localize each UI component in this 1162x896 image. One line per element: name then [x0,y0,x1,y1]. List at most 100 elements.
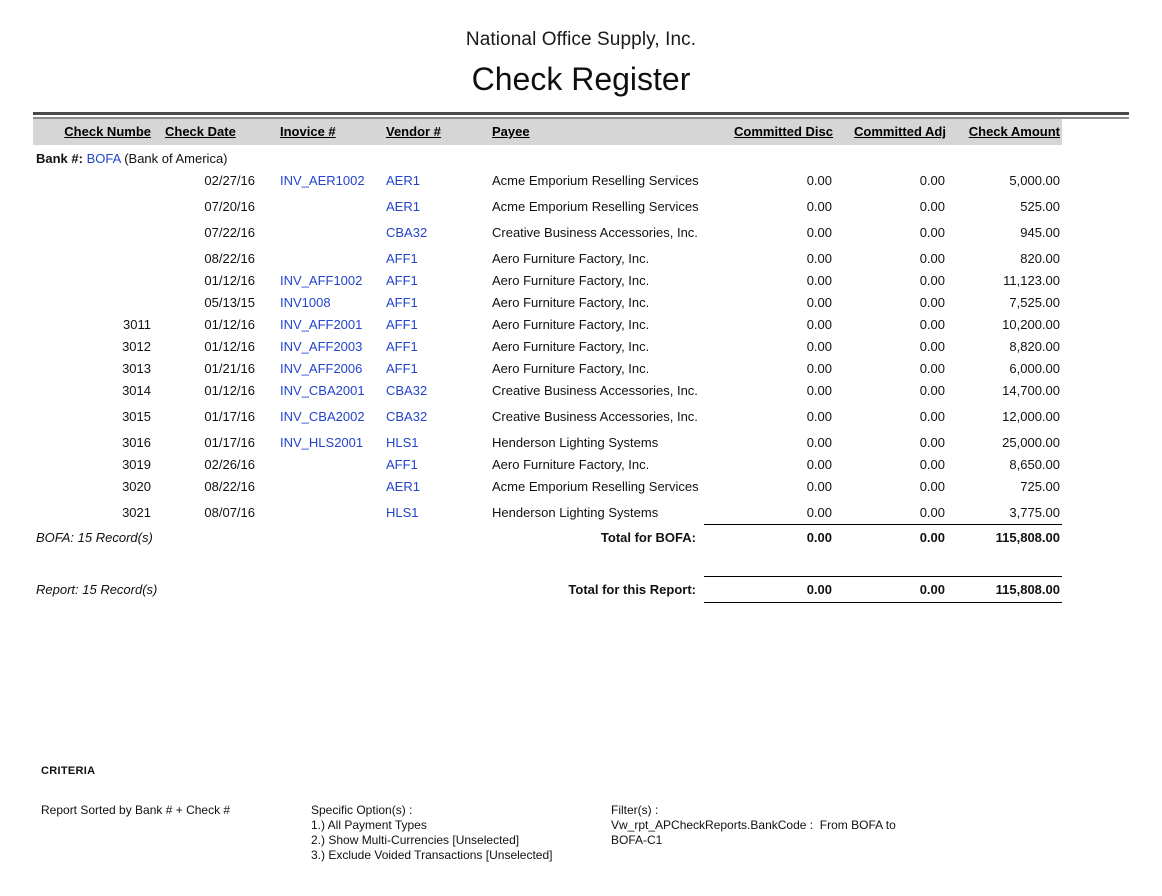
rule-thick [33,112,1129,115]
column-header-committed-disc[interactable]: Committed Disc [704,119,834,145]
report-total-label: Total for this Report: [568,581,696,597]
bank-subtotal-spacer [1062,525,1129,551]
cell-check-amount: 5,000.00 [1009,173,1060,188]
criteria-options-column: Specific Option(s) : 1.) All Payment Typ… [311,803,611,863]
company-name: National Office Supply, Inc. [465,29,697,50]
cell-check-number [33,292,153,314]
cell-vendor[interactable]: AER1 [386,173,420,188]
cell-committed-adj: 0.00 [919,409,945,424]
cell-vendor[interactable]: HLS1 [386,435,419,450]
cell-vendor[interactable]: CBA32 [386,409,428,424]
cell-payee: Aero Furniture Factory, Inc. [492,295,650,310]
cell-committed-adj: 0.00 [919,199,945,214]
cell-check-amount: 6,000.00 [1009,361,1060,376]
cell-vendor[interactable]: CBA32 [386,383,428,398]
criteria-sort-column: Report Sorted by Bank # + Check # [41,803,311,863]
column-header-payee[interactable]: Payee [479,119,704,145]
cell-invoice [271,502,379,525]
cell-vendor[interactable]: AFF1 [386,361,418,376]
report-total-spacer [1062,577,1129,603]
data-rows-body: 02/27/16 INV_AER1002 AER1 Acme Emporium Res… [33,170,1129,525]
cell-row-spacer [1062,432,1129,454]
cell-check-date: 08/22/16 [204,251,255,266]
cell-payee: Acme Emporium Reselling Services [492,199,699,214]
cell-row-spacer [1062,248,1129,270]
cell-check-date: 08/07/16 [204,505,255,520]
table-row: 05/13/15 INV1008 AFF1 Aero Furniture Factor… [33,292,1129,314]
cell-row-spacer [1062,336,1129,358]
cell-vendor[interactable]: CBA32 [386,225,428,240]
cell-check-amount: 3,775.00 [1009,505,1060,520]
column-header-check-date[interactable]: Check Date [153,119,271,145]
cell-invoice[interactable]: INV1008 [280,295,331,310]
cell-committed-disc: 0.00 [806,173,832,188]
cell-invoice[interactable]: INV_AER1002 [280,173,365,188]
cell-committed-disc: 0.00 [806,225,832,240]
table-row: 02/27/16 INV_AER1002 AER1 Acme Emporium Res… [33,170,1129,196]
cell-check-number: 3021 [122,505,151,520]
cell-check-number: 3014 [122,383,151,398]
cell-committed-adj: 0.00 [919,505,945,520]
criteria-filter-item: BOFA-C1 [611,833,663,847]
table-row: 3013 01/21/16 INV_AFF2006 AFF1 Aero Furnitur… [33,358,1129,380]
cell-committed-disc: 0.00 [806,361,832,376]
cell-row-spacer [1062,314,1129,336]
table-row: 3019 02/26/16 AFF1 Aero Furniture Factory, … [33,454,1129,476]
bank-code[interactable]: BOFA [86,151,121,166]
cell-row-spacer [1062,358,1129,380]
cell-row-spacer [1062,270,1129,292]
cell-vendor[interactable]: AFF1 [386,339,418,354]
cell-invoice[interactable]: INV_AFF2006 [280,361,363,376]
cell-check-number: 3013 [122,361,151,376]
cell-committed-adj: 0.00 [919,225,945,240]
cell-vendor[interactable]: AFF1 [386,251,418,266]
cell-vendor[interactable]: AER1 [386,199,420,214]
cell-check-amount: 12,000.00 [1002,409,1060,424]
cell-payee: Acme Emporium Reselling Services [492,173,699,188]
cell-vendor[interactable]: AFF1 [386,457,418,472]
cell-check-date: 05/13/15 [204,295,255,310]
bank-subtotal-adj: 0.00 [834,524,947,550]
report-total-row: Report: 15 Record(s) Total for this Repo… [33,576,1129,603]
cell-payee: Creative Business Accessories, Inc. [492,225,698,240]
cell-vendor[interactable]: AFF1 [386,317,418,332]
cell-row-spacer [1062,170,1129,196]
column-header-check-amount[interactable]: Check Amount [947,119,1062,145]
bank-group-row: Bank #: BOFA (Bank of America) [33,145,1129,170]
cell-invoice [271,222,379,248]
cell-check-date: 02/26/16 [204,457,255,472]
cell-invoice[interactable]: INV_HLS2001 [280,435,364,450]
cell-check-date: 02/27/16 [204,173,255,188]
cell-vendor[interactable]: HLS1 [386,505,419,520]
cell-vendor[interactable]: AFF1 [386,295,418,310]
table-row: 07/20/16 AER1 Acme Emporium Reselling Serv… [33,196,1129,222]
cell-check-amount: 10,200.00 [1002,317,1060,332]
cell-committed-adj: 0.00 [919,273,945,288]
report-title: Check Register [471,61,691,97]
cell-check-number [33,222,153,248]
cell-invoice[interactable]: INV_AFF2003 [280,339,363,354]
cell-invoice[interactable]: INV_AFF1002 [280,273,363,288]
cell-vendor[interactable]: AER1 [386,479,420,494]
cell-invoice[interactable]: INV_CBA2002 [280,409,365,424]
cell-check-amount: 7,525.00 [1009,295,1060,310]
cell-invoice[interactable]: INV_AFF2001 [280,317,363,332]
cell-check-amount: 525.00 [1020,199,1060,214]
document-header: National Office Supply, Inc. Check Regis… [0,0,1162,100]
cell-vendor[interactable]: AFF1 [386,273,418,288]
cell-committed-adj: 0.00 [919,295,945,310]
column-header-spacer [1062,119,1129,145]
column-header-invoice[interactable]: Inovice # [271,119,379,145]
bank-subtotal-records: BOFA: 15 Record(s) [36,529,153,545]
cell-check-number: 3011 [123,317,151,332]
cell-invoice[interactable]: INV_CBA2001 [280,383,365,398]
column-header-vendor[interactable]: Vendor # [379,119,479,145]
column-header-check-number[interactable]: Check Numbe [33,119,153,145]
cell-payee: Henderson Lighting Systems [492,505,659,520]
table-header-row: Check Numbe Check Date Inovice # Vendor … [33,119,1129,145]
cell-committed-adj: 0.00 [919,173,945,188]
cell-committed-disc: 0.00 [806,251,832,266]
cell-check-amount: 14,700.00 [1002,383,1060,398]
cell-check-number: 3015 [122,409,151,424]
column-header-committed-adj[interactable]: Committed Adj [834,119,947,145]
